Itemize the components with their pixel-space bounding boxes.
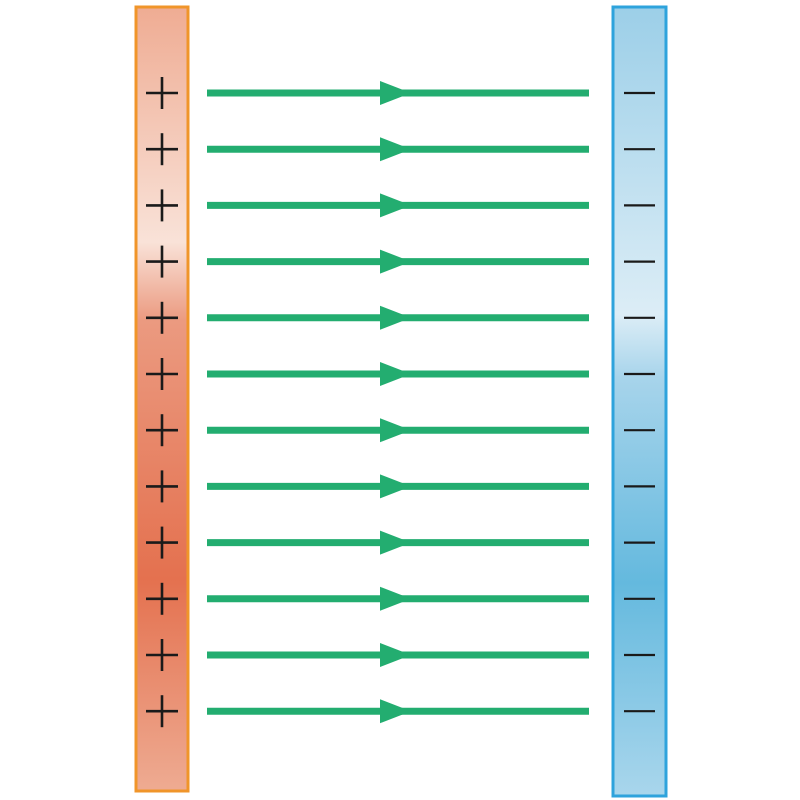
field-line bbox=[207, 137, 589, 162]
field-line bbox=[207, 643, 589, 667]
arrowhead-icon bbox=[380, 137, 411, 162]
arrowhead-icon bbox=[380, 474, 411, 499]
field-line bbox=[207, 474, 589, 499]
arrowhead-icon bbox=[380, 418, 411, 443]
arrowhead-icon bbox=[380, 362, 411, 386]
negative-plate bbox=[611, 5, 668, 798]
arrowhead-icon bbox=[380, 249, 411, 274]
arrowhead-icon bbox=[380, 699, 411, 724]
arrowhead-icon bbox=[380, 81, 411, 105]
plus-sign-icon bbox=[146, 301, 178, 334]
plus-sign-icon bbox=[146, 414, 178, 447]
negative-charges bbox=[624, 91, 655, 713]
plus-sign-icon bbox=[146, 245, 178, 278]
arrowhead-icon bbox=[380, 193, 411, 218]
arrowhead-icon bbox=[380, 586, 411, 611]
positive-charges bbox=[146, 77, 178, 728]
field-line bbox=[207, 418, 589, 443]
arrowhead-icon bbox=[380, 643, 411, 667]
plus-sign-icon bbox=[146, 358, 178, 390]
plus-sign-icon bbox=[146, 470, 178, 503]
field-line bbox=[207, 586, 589, 611]
plus-sign-icon bbox=[146, 639, 178, 671]
field-line bbox=[207, 362, 589, 386]
arrowhead-icon bbox=[380, 530, 411, 555]
field-line bbox=[207, 699, 589, 724]
plus-sign-icon bbox=[146, 189, 178, 222]
field-line bbox=[207, 249, 589, 274]
field-line bbox=[207, 305, 589, 330]
plus-sign-icon bbox=[146, 133, 178, 166]
field-lines bbox=[207, 81, 589, 724]
field-line bbox=[207, 81, 589, 105]
plus-sign-icon bbox=[146, 526, 178, 559]
plus-sign-icon bbox=[146, 77, 178, 109]
field-line bbox=[207, 530, 589, 555]
arrowhead-icon bbox=[380, 305, 411, 330]
positive-plate bbox=[134, 5, 190, 793]
plus-sign-icon bbox=[146, 582, 178, 615]
plus-sign-icon bbox=[146, 695, 178, 728]
field-line bbox=[207, 193, 589, 218]
